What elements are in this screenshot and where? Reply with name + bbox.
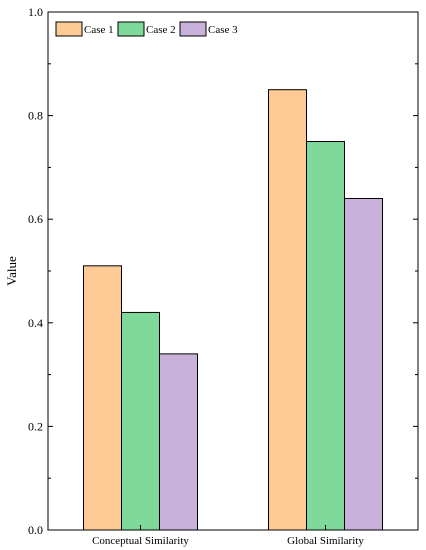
legend-label: Case 2 — [146, 24, 176, 36]
x-tick-label: Conceptual Similarity — [92, 535, 189, 547]
y-tick-label: 0.8 — [28, 109, 43, 123]
bar-2-1 — [121, 311, 160, 531]
x-axis: Conceptual Similarity Global Similarity — [92, 525, 364, 547]
legend-swatch — [117, 21, 145, 37]
bar-3-1 — [159, 353, 198, 531]
y-axis: 0.0 0.2 0.4 0.6 0.8 1.0 — [28, 5, 418, 537]
legend-label: Case 3 — [208, 24, 238, 36]
legend-label: Case 1 — [84, 24, 114, 36]
y-tick-label: 0.0 — [28, 523, 43, 537]
bar-1-1 — [83, 265, 122, 531]
bar-1-2 — [268, 89, 307, 531]
legend: Case 1 Case 2 Case 3 — [55, 21, 238, 37]
y-tick-label: 0.6 — [28, 212, 43, 226]
bar-3-2 — [344, 197, 383, 531]
x-tick-label: Global Similarity — [287, 535, 364, 547]
y-tick-label: 0.4 — [28, 316, 43, 330]
bars-group — [83, 89, 383, 531]
y-tick-label: 0.2 — [28, 419, 43, 433]
bar-2-2 — [306, 141, 345, 531]
y-axis-label: Value — [4, 256, 19, 286]
legend-swatch — [55, 21, 83, 37]
legend-swatch — [179, 21, 207, 37]
y-tick-label: 1.0 — [28, 5, 43, 19]
